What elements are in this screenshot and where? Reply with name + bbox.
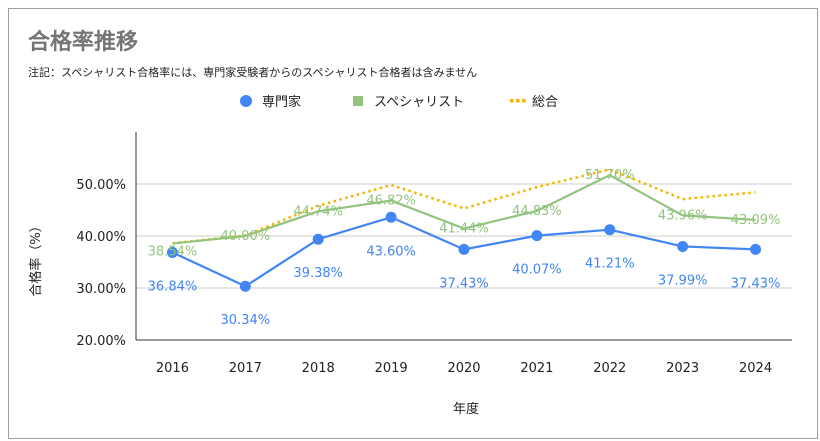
x-tick-label: 2023 xyxy=(666,361,699,376)
x-tick-label: 2016 xyxy=(156,361,189,376)
legend-marker-dot xyxy=(510,99,514,103)
legend-label: スペシャリスト xyxy=(374,95,464,110)
data-point xyxy=(604,224,616,236)
legend-item: 専門家 xyxy=(240,94,301,110)
data-label: 43.96% xyxy=(658,208,708,223)
legend-label: 専門家 xyxy=(262,94,301,110)
legend-label: 総合 xyxy=(532,95,558,110)
legend-marker-square xyxy=(353,96,363,106)
data-label: 39.38% xyxy=(293,266,343,281)
data-point xyxy=(750,243,762,255)
legend-marker-dot xyxy=(522,99,526,103)
data-label: 41.21% xyxy=(585,257,635,272)
chart-frame xyxy=(8,8,818,439)
data-label: 44.83% xyxy=(512,204,562,219)
x-tick-label: 2017 xyxy=(229,361,262,376)
data-label: 40.07% xyxy=(512,263,562,278)
x-tick-label: 2022 xyxy=(593,361,626,376)
data-label: 30.34% xyxy=(221,313,271,328)
data-label: 46.82% xyxy=(366,194,416,209)
series-line xyxy=(172,174,756,245)
data-label: 36.84% xyxy=(148,279,198,294)
data-label: 51.70% xyxy=(585,168,635,183)
x-tick-label: 2024 xyxy=(739,361,772,376)
legend-marker-circle xyxy=(240,95,252,107)
data-point xyxy=(531,230,543,242)
data-label: 40.00% xyxy=(221,229,271,244)
axes: 20.00% 30.00% 40.00% 50.00% 2016 2017 2018 2019… xyxy=(76,132,792,376)
legend-item: スペシャリスト xyxy=(353,95,464,110)
data-label: 44.74% xyxy=(293,204,343,219)
chart-subtitle: 注記：スペシャリスト合格率には、専門家受験者からのスペシャリスト合格者は含みませ… xyxy=(28,66,478,79)
x-tick-label: 2020 xyxy=(447,361,480,376)
x-tick-label: 2021 xyxy=(520,361,553,376)
data-label: 43.60% xyxy=(366,244,416,259)
data-label: 38.54% xyxy=(148,245,198,260)
x-axis-title: 年度 xyxy=(453,401,479,417)
x-tick-label: 2018 xyxy=(302,361,335,376)
legend-marker-dot xyxy=(516,99,520,103)
series-layer xyxy=(166,168,762,292)
data-point xyxy=(312,233,324,245)
data-label: 37.99% xyxy=(658,273,708,288)
data-point xyxy=(677,240,689,252)
y-axis-title: 合格率（%） xyxy=(28,219,44,296)
y-tick-label: 20.00% xyxy=(76,334,126,349)
y-tick-label: 50.00% xyxy=(76,178,126,193)
chart-title: 合格率推移 xyxy=(28,30,139,55)
data-label: 37.43% xyxy=(731,276,781,291)
data-labels: 36.84% 30.34% 39.38% 43.60% 37.43% 40.07% 41.2… xyxy=(148,168,781,328)
data-point xyxy=(385,211,397,223)
data-point xyxy=(239,280,251,292)
y-tick-label: 40.00% xyxy=(76,230,126,245)
legend-item: 総合 xyxy=(510,95,558,110)
data-point xyxy=(166,246,178,258)
data-label: 37.43% xyxy=(439,276,489,291)
data-label: 43.09% xyxy=(731,213,781,228)
data-label: 41.44% xyxy=(439,222,489,237)
data-point xyxy=(458,243,470,255)
legend: 専門家 スペシャリスト 総合 xyxy=(240,94,558,110)
x-tick-label: 2019 xyxy=(375,361,408,376)
y-tick-label: 30.00% xyxy=(76,282,126,297)
